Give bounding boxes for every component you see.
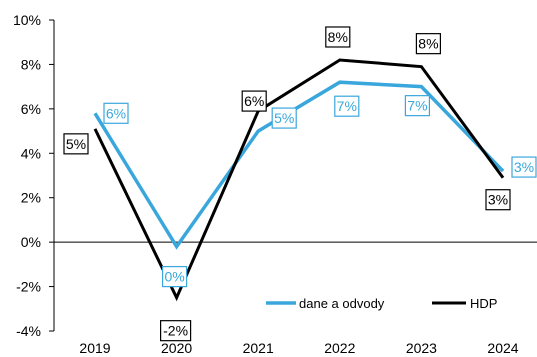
data-label: -2% xyxy=(163,323,188,339)
y-tick-label: -2% xyxy=(16,279,41,295)
data-label-box xyxy=(325,26,351,48)
x-tick-label: 2019 xyxy=(79,340,110,356)
series-lines xyxy=(93,58,505,302)
x-tick-label: 2024 xyxy=(487,340,518,356)
data-label: 7% xyxy=(407,98,427,114)
y-tick-label: -4% xyxy=(16,323,41,339)
series-line-dane-a-odvody xyxy=(93,80,505,250)
data-label-box xyxy=(63,133,89,155)
data-label: 6% xyxy=(106,105,126,121)
legend-label-hdp: HDP xyxy=(470,296,497,311)
data-label-box xyxy=(271,107,297,129)
data-label-box xyxy=(485,189,511,211)
legend: dane a odvody HDP xyxy=(266,296,497,311)
data-label-box xyxy=(415,33,441,55)
y-tick-label: 4% xyxy=(21,145,41,161)
y-tick-label: 10% xyxy=(13,12,41,28)
data-label: 0% xyxy=(164,269,184,285)
data-labels: 6% 0% 5% 7% 7% 3% 5% -2% 6% 8% 8% 3% xyxy=(63,26,537,342)
y-tick-label: 6% xyxy=(21,101,41,117)
x-tick-label: 2023 xyxy=(406,340,437,356)
data-label: 3% xyxy=(514,159,534,175)
data-label: 5% xyxy=(66,136,86,152)
x-tick-label: 2021 xyxy=(243,340,274,356)
data-label-box xyxy=(160,320,192,342)
data-label-box xyxy=(511,156,537,178)
data-label: 5% xyxy=(274,110,294,126)
data-label-box xyxy=(404,95,430,117)
y-tick-label: 8% xyxy=(21,56,41,72)
data-label-box xyxy=(162,265,188,288)
data-label: 8% xyxy=(418,36,438,52)
data-label: 3% xyxy=(488,192,508,208)
data-label: 8% xyxy=(328,29,348,45)
y-tick-label: 2% xyxy=(21,190,41,206)
data-label: 6% xyxy=(244,93,264,109)
x-tick-label: 2022 xyxy=(324,340,355,356)
y-axis: -4% -2% 0% 2% 4% 6% 8% 10% xyxy=(13,12,55,339)
data-label: 7% xyxy=(337,98,357,114)
x-axis: 2019 2020 2021 2022 2023 2024 xyxy=(54,241,537,356)
series-line-hdp xyxy=(93,58,505,302)
y-tick-label: 0% xyxy=(21,234,41,250)
data-label-box xyxy=(334,95,360,117)
data-label-box xyxy=(241,90,267,112)
x-tick-label: 2020 xyxy=(161,340,192,356)
legend-label-dane-a-odvody: dane a odvody xyxy=(299,296,385,311)
data-label-box xyxy=(103,102,129,124)
